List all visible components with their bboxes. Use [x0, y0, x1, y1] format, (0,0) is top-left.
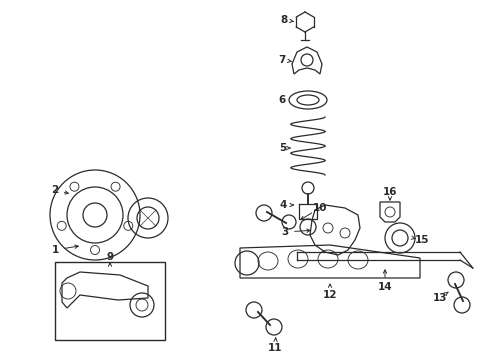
Text: 14: 14: [378, 282, 392, 292]
Text: 11: 11: [268, 343, 282, 353]
Text: 12: 12: [323, 290, 337, 300]
Text: 3: 3: [281, 227, 289, 237]
Text: 2: 2: [51, 185, 59, 195]
Text: 1: 1: [51, 245, 59, 255]
Text: 13: 13: [433, 293, 447, 303]
Text: 4: 4: [279, 200, 287, 210]
Text: 9: 9: [106, 252, 114, 262]
Text: 8: 8: [280, 15, 288, 25]
Text: 16: 16: [383, 187, 397, 197]
Bar: [55, 262, 165, 340]
Text: 10: 10: [313, 203, 327, 213]
Text: 7: 7: [278, 55, 286, 65]
Text: 5: 5: [279, 143, 287, 153]
Text: 6: 6: [278, 95, 286, 105]
Text: 15: 15: [415, 235, 429, 245]
